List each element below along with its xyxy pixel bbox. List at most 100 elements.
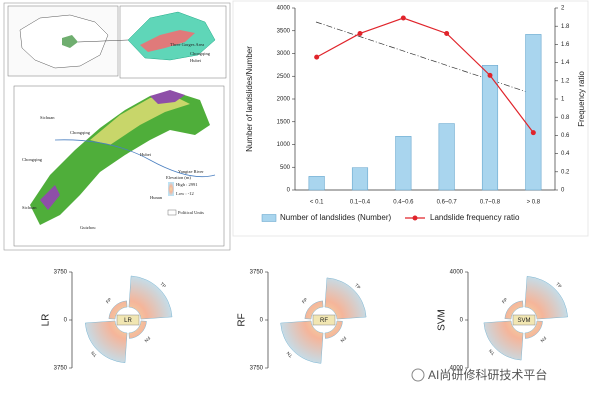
- bar: [525, 34, 542, 191]
- y2-tick-label: 1.4: [561, 60, 570, 66]
- center-box: [512, 314, 536, 326]
- map-label: Sichuan: [22, 205, 37, 210]
- center-label: LR: [124, 318, 132, 324]
- x-tick-label: > 0.8: [527, 200, 541, 206]
- y-axis-label: SVM: [437, 309, 448, 331]
- quadrant-label: FN: [143, 335, 151, 343]
- x-tick-label: 0.1~0.4: [350, 200, 371, 206]
- fan-sector: [524, 320, 543, 339]
- map-label: Chongqing: [190, 51, 211, 56]
- bar: [438, 123, 455, 191]
- fan-sector: [84, 320, 128, 364]
- center-box: [312, 314, 336, 326]
- legend-label: Low : -12: [176, 191, 194, 196]
- ratio-line: [316, 17, 534, 134]
- quadrant-label: FP: [105, 297, 113, 305]
- map-label: Hubei: [190, 58, 202, 63]
- terrain-high: [40, 185, 60, 210]
- quadrant-label: TP: [159, 281, 167, 289]
- y-tick-label: 500: [280, 165, 291, 171]
- quadrant-label: FP: [501, 297, 509, 305]
- legend-label: High : 2991: [176, 182, 198, 187]
- y-tick-label: 3750: [250, 366, 264, 372]
- y2-tick-label: 1.6: [561, 42, 570, 48]
- connector: [77, 39, 129, 43]
- map-label: Yangtze River: [178, 169, 204, 174]
- map-label: Three Gorges Area: [170, 42, 204, 47]
- map-label: Chongqing: [22, 157, 43, 162]
- y2-tick-label: 1.8: [561, 24, 570, 30]
- y2-tick-label: 1.2: [561, 78, 570, 84]
- y-tick-label: 1000: [277, 142, 291, 148]
- x-tick-label: 0.4~0.6: [393, 200, 414, 206]
- y-tick-label: 0: [64, 318, 68, 324]
- river: [54, 139, 216, 178]
- x-tick-label: 0.6~0.7: [437, 200, 458, 206]
- y-axis-label: RF: [237, 313, 248, 326]
- legend-title: Elevation (m): [166, 175, 191, 180]
- y2-tick-label: 2: [561, 6, 565, 12]
- y-tick-label: 3000: [277, 51, 291, 57]
- fan-sector: [128, 320, 147, 339]
- fan-sector: [524, 276, 568, 320]
- fan-sector: [108, 300, 128, 320]
- y2-tick-label: 0.8: [561, 115, 570, 121]
- quadrant-label: TN: [488, 348, 496, 356]
- ratio-point: [444, 30, 450, 36]
- y2-tick-label: 0.4: [561, 151, 570, 157]
- center-label: SVM: [517, 318, 530, 324]
- y2-tick-label: 0.2: [561, 169, 570, 175]
- fan-sector: [280, 320, 324, 364]
- y-tick-label: 4000: [277, 6, 291, 12]
- y-tick-label: 3500: [277, 28, 291, 34]
- y-axis-label: Number of landslides/Number: [245, 46, 254, 152]
- chart-frame: [232, 0, 589, 237]
- y-tick-label: 3750: [54, 270, 68, 276]
- bar: [351, 167, 369, 191]
- quadrant-label: TN: [90, 350, 98, 358]
- ratio-point: [487, 72, 493, 78]
- legend-swatch: [412, 215, 418, 221]
- y-tick-label: 4000: [450, 366, 464, 372]
- watermark-icon: [411, 368, 425, 382]
- watermark-text: AI尚研修科研技术平台: [428, 367, 547, 382]
- y-axis-label: LR: [41, 314, 52, 327]
- bar: [395, 136, 412, 191]
- y2-tick-label: 0.6: [561, 133, 570, 139]
- political-legend-box: [167, 209, 177, 216]
- quadrant-label: TP: [354, 283, 362, 291]
- ratio-point: [530, 130, 536, 136]
- x-tick-label: < 0.1: [310, 200, 324, 206]
- quadrant-label: FN: [339, 335, 347, 343]
- y-tick-label: 3750: [250, 270, 264, 276]
- map-panel: Sichuan Chongqing Hubei Hunan Guizhou Ya…: [3, 2, 231, 251]
- reservoir-zoom: [140, 30, 195, 52]
- study-area-small: [62, 35, 78, 48]
- y-tick-label: 0: [287, 188, 291, 194]
- y-tick-label: 1500: [277, 119, 291, 125]
- ratio-point: [400, 15, 406, 21]
- y2-axis-label: Frequency ratio: [577, 71, 586, 127]
- fan-sector: [483, 320, 524, 361]
- y-tick-label: 4000: [450, 270, 464, 276]
- y-tick-label: 2000: [277, 97, 291, 103]
- fan-sector: [304, 300, 324, 320]
- quadrant-label: FP: [301, 297, 309, 305]
- map-label: Guizhou: [80, 225, 96, 230]
- center-box: [116, 314, 140, 326]
- legend-label: Landslide frequency ratio: [430, 213, 520, 222]
- center-label: RF: [320, 318, 328, 324]
- ratio-point: [314, 54, 320, 60]
- map-label: Chongqing: [70, 130, 91, 135]
- y-tick-label: 2500: [277, 74, 291, 80]
- bar: [481, 65, 499, 191]
- y-tick-label: 0: [460, 318, 464, 324]
- bar: [308, 176, 325, 191]
- trend-line: [315, 21, 534, 95]
- terrain-mid: [90, 95, 190, 145]
- map-label: Hubei: [140, 152, 152, 157]
- watermark: AI尚研修科研技术平台: [411, 367, 547, 382]
- terrain-high: [150, 90, 185, 104]
